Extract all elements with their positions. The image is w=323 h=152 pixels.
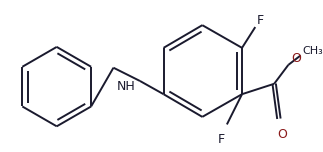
Text: F: F — [257, 14, 264, 27]
Text: F: F — [218, 133, 225, 146]
Text: CH₃: CH₃ — [303, 46, 323, 56]
Text: O: O — [277, 128, 287, 141]
Text: NH: NH — [117, 80, 135, 93]
Text: O: O — [291, 52, 301, 65]
